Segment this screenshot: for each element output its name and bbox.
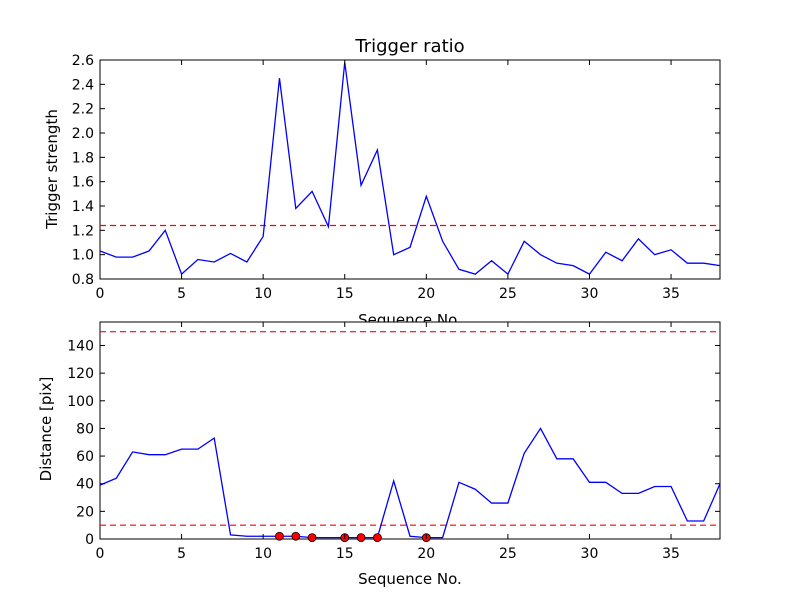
y-tick-label: 140 [67, 338, 94, 354]
x-tick-label: 0 [96, 286, 105, 302]
y-tick-label: 0 [85, 532, 94, 548]
series-line [99, 62, 721, 276]
y-tick-label: 100 [67, 394, 94, 410]
data-point-marker [372, 533, 382, 543]
x-tick-label: 20 [417, 286, 435, 302]
y-tick-label: 1.2 [72, 223, 94, 239]
data-point-marker [307, 533, 317, 543]
y-tick-label: 60 [76, 449, 94, 465]
x-tick-label: 5 [177, 546, 186, 562]
y-tick-label: 2.4 [72, 77, 94, 93]
plot-area [99, 321, 721, 540]
data-point-marker [275, 531, 284, 541]
y-tick-label: 2.6 [72, 53, 94, 69]
x-tick-label: 15 [336, 546, 354, 562]
y-tick-label: 2.2 [72, 102, 94, 118]
y-tick-label: 0.8 [72, 272, 94, 288]
data-point-marker [291, 531, 301, 541]
x-tick-label: 30 [581, 286, 599, 302]
x-tick-label: 5 [177, 286, 186, 302]
y-tick-label: 2.0 [72, 126, 94, 142]
x-tick-label: 0 [96, 546, 105, 562]
x-tick-label: 25 [499, 286, 517, 302]
y-tick-label: 20 [76, 504, 94, 520]
x-tick-label: 25 [499, 546, 517, 562]
x-tick-label: 35 [662, 286, 680, 302]
y-tick-label: 1.0 [72, 248, 94, 264]
x-tick-label: 10 [254, 286, 272, 302]
y-tick-label: 1.4 [72, 199, 94, 215]
x-tick-label: 15 [336, 286, 354, 302]
x-tick-label: 35 [662, 546, 680, 562]
y-tick-label: 120 [67, 366, 94, 382]
y-axis-label: Distance [pix] [37, 377, 55, 482]
y-tick-label: 40 [76, 477, 94, 493]
y-tick-label: 80 [76, 421, 94, 437]
x-axis-label: Sequence No. [358, 570, 462, 588]
x-tick-label: 10 [254, 546, 272, 562]
x-tick-label: 30 [581, 546, 599, 562]
y-axis-label: Trigger strength [43, 109, 61, 230]
x-tick-label: 20 [417, 546, 435, 562]
y-tick-label: 1.6 [72, 175, 94, 191]
chart-title: Trigger ratio [354, 36, 464, 57]
trigger-ratio-chart: Trigger ratio Sequence No. Trigger stren… [43, 36, 721, 329]
distance-chart: Sequence No. Distance [pix] 0 5 10 15 20 25 30… [37, 321, 721, 588]
y-tick-label: 1.8 [72, 150, 94, 166]
data-point-marker [356, 533, 366, 543]
plot-area [99, 59, 721, 280]
series-line [99, 427, 721, 539]
